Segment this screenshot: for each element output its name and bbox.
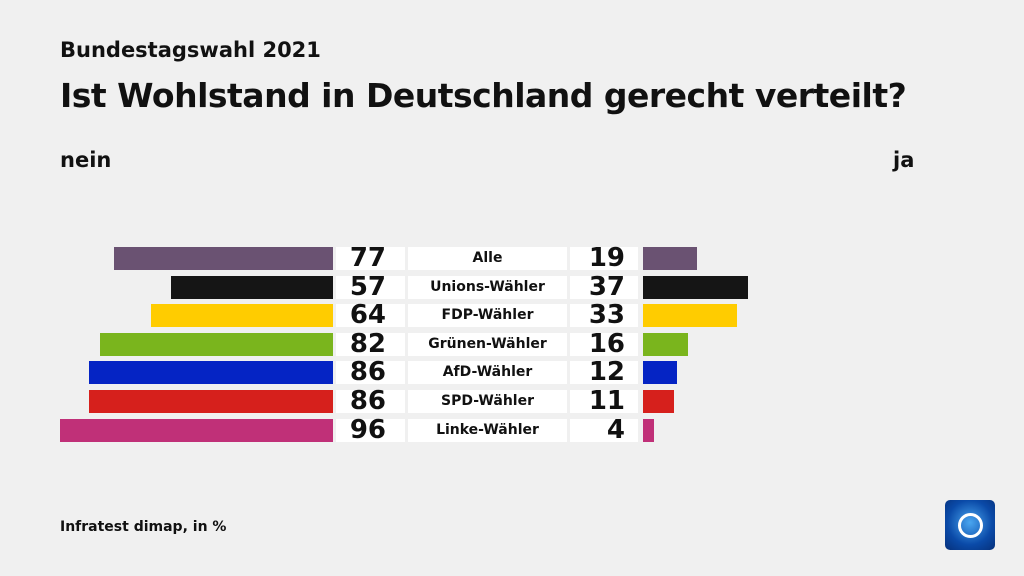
value-label-nein: 77 — [349, 243, 386, 273]
label-box — [408, 247, 567, 270]
value-box — [336, 332, 405, 356]
bar-nein — [151, 304, 333, 328]
value-label-nein: 86 — [349, 357, 386, 388]
value-box — [570, 247, 638, 270]
value-box — [570, 332, 638, 356]
value-label-ja: 4 — [606, 414, 625, 445]
value-box — [570, 275, 638, 299]
tagesschau-logo-icon — [945, 500, 995, 550]
value-label-nein: 57 — [349, 271, 386, 302]
value-label-ja: 19 — [588, 243, 625, 273]
value-box — [570, 418, 638, 442]
value-label-ja: 16 — [588, 328, 625, 359]
value-label-nein: 86 — [349, 386, 386, 416]
right-axis-label: ja — [893, 148, 915, 172]
bar-ja — [643, 390, 675, 413]
bar-nein — [171, 275, 333, 299]
label-box — [408, 275, 567, 299]
bar-ja — [643, 304, 737, 328]
value-box — [336, 418, 405, 442]
value-label-nein: 82 — [349, 328, 386, 359]
value-label-ja: 11 — [588, 386, 625, 416]
bar-ja — [643, 247, 697, 270]
value-box — [336, 247, 405, 270]
value-label-nein: 96 — [349, 414, 386, 445]
value-label-ja: 33 — [588, 300, 625, 331]
category-label: SPD-Wähler — [441, 393, 534, 409]
category-label: Unions-Wähler — [430, 278, 545, 295]
subtitle: Bundestagswahl 2021 — [60, 38, 321, 62]
bar-ja — [643, 418, 655, 442]
label-box — [408, 390, 567, 413]
left-axis-label: nein — [60, 148, 112, 172]
label-box — [408, 332, 567, 356]
chart-title: Ist Wohlstand in Deutschland gerecht ver… — [60, 76, 907, 115]
bar-nein — [114, 247, 333, 270]
value-label-ja: 37 — [588, 271, 625, 302]
value-box — [336, 275, 405, 299]
label-box — [408, 361, 567, 385]
category-label: Alle — [472, 250, 503, 266]
bar-nein — [88, 390, 333, 413]
bar-nein — [100, 332, 333, 356]
value-box — [336, 361, 405, 385]
source-note: Infratest dimap, in % — [60, 519, 227, 535]
category-label: Linke-Wähler — [436, 421, 539, 438]
value-box — [336, 304, 405, 328]
bar-nein — [60, 418, 333, 442]
bar-nein — [88, 361, 333, 385]
category-label: Grünen-Wähler — [428, 335, 547, 352]
value-label-ja: 12 — [588, 357, 625, 388]
bar-ja — [643, 361, 678, 385]
value-box — [336, 390, 405, 413]
bar-ja — [643, 332, 689, 356]
value-box — [570, 361, 638, 385]
label-box — [408, 418, 567, 442]
value-box — [570, 304, 638, 328]
value-box — [570, 390, 638, 413]
value-label-nein: 64 — [349, 300, 386, 331]
category-label: AfD-Wähler — [442, 364, 533, 381]
label-box — [408, 304, 567, 328]
bar-ja — [643, 275, 749, 299]
category-label: FDP-Wähler — [441, 307, 534, 324]
